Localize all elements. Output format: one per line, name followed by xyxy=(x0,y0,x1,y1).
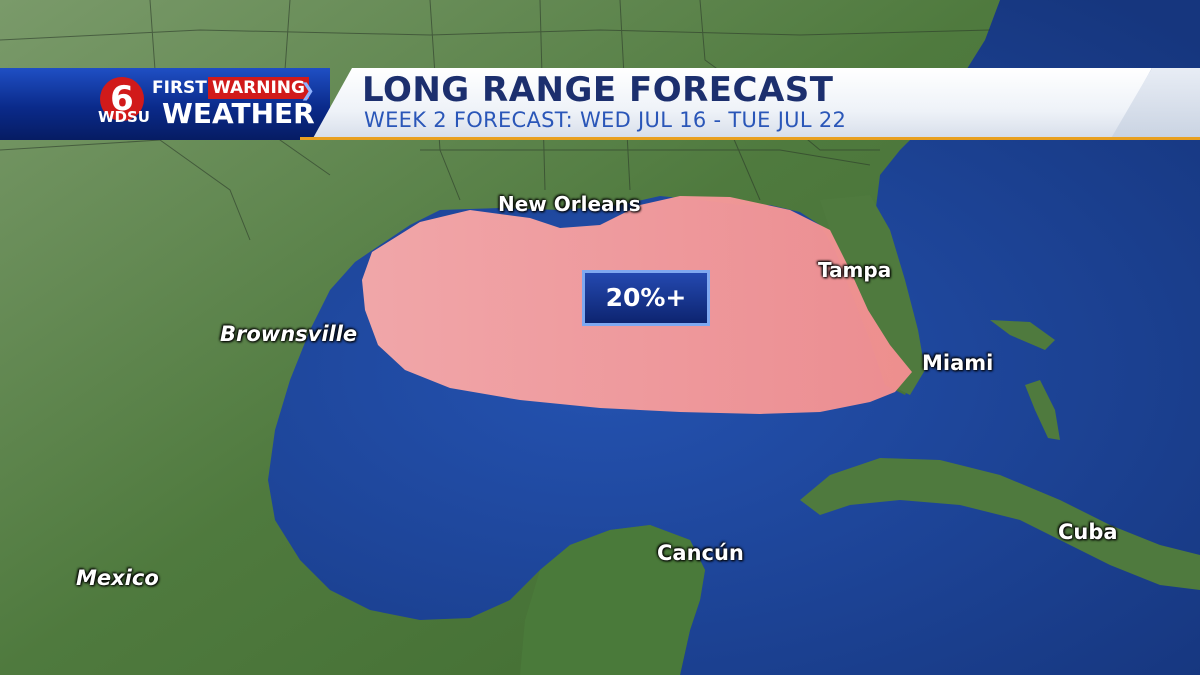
page-subtitle: WEEK 2 FORECAST: WED JUL 16 - TUE JUL 22 xyxy=(364,108,847,132)
logo-weather-text: WEATHER xyxy=(162,97,315,130)
city-cancun: Cancún xyxy=(657,541,744,565)
land-cuba xyxy=(800,458,1200,590)
land-north-america xyxy=(0,0,1000,675)
logo-warning-text: WARNING xyxy=(208,77,309,99)
page-title: LONG RANGE FORECAST xyxy=(362,70,834,110)
land-yucatan xyxy=(520,525,705,675)
city-tampa: Tampa xyxy=(818,258,892,282)
land-bahamas xyxy=(1025,380,1060,440)
logo-first-text: FIRST xyxy=(152,78,207,98)
probability-badge: 20%+ xyxy=(582,270,710,326)
city-new-orleans: New Orleans xyxy=(498,192,641,216)
country-mexico: Mexico xyxy=(76,566,159,590)
city-miami: Miami xyxy=(922,351,994,375)
city-cuba: Cuba xyxy=(1058,520,1118,544)
chevron-right-icon: ❯ xyxy=(300,80,316,101)
land-bahamas-2 xyxy=(990,320,1055,350)
title-panel xyxy=(312,68,1152,140)
banner-stripe xyxy=(300,137,1200,140)
city-brownsville: Brownsville xyxy=(220,322,358,346)
logo-station-text: WDSU xyxy=(98,108,150,126)
channel-logo-icon: 6 xyxy=(100,77,144,121)
land-florida xyxy=(820,195,925,395)
